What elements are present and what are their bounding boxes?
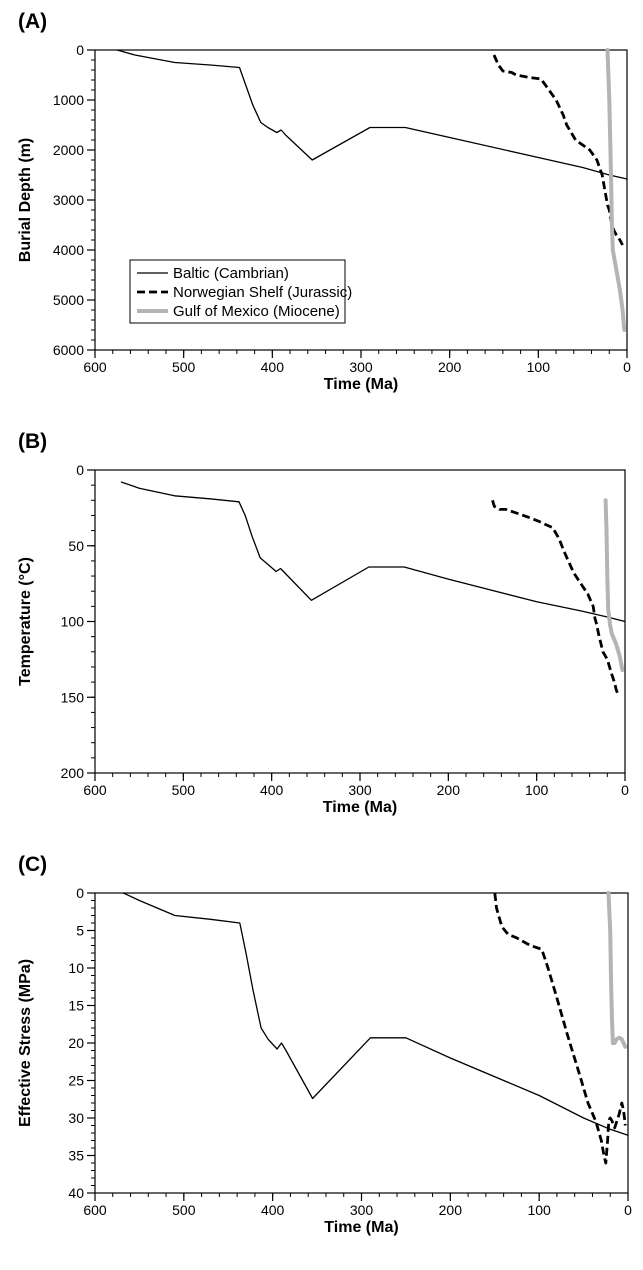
x-tick-label: 600 bbox=[83, 1202, 107, 1218]
series-line-0 bbox=[122, 892, 629, 1136]
y-tick-label: 6000 bbox=[53, 342, 84, 358]
chart-panel-2: (C) 600 500 400 300 200 100 0 0 5 10 15 20 25 30 35 40 Ti… bbox=[17, 853, 632, 1236]
y-tick-label: 5000 bbox=[53, 292, 84, 308]
x-tick-label: 600 bbox=[83, 359, 107, 375]
x-tick-label: 400 bbox=[261, 359, 285, 375]
y-tick-label: 0 bbox=[76, 462, 84, 478]
x-tick-label: 300 bbox=[349, 359, 373, 375]
y-tick-label: 4000 bbox=[53, 242, 84, 258]
y-tick-label: 200 bbox=[61, 765, 85, 781]
x-tick-label: 100 bbox=[527, 1202, 551, 1218]
x-tick-label: 100 bbox=[527, 359, 551, 375]
x-tick-label: 300 bbox=[348, 782, 372, 798]
y-axis-label: Burial Depth (m) bbox=[17, 138, 34, 262]
y-tick-label: 1000 bbox=[53, 92, 84, 108]
y-tick-label: 25 bbox=[68, 1073, 84, 1089]
x-tick-label: 200 bbox=[439, 1202, 463, 1218]
x-tick-label: 500 bbox=[172, 359, 196, 375]
y-tick-label: 150 bbox=[61, 689, 85, 705]
y-tick-label: 3000 bbox=[53, 192, 84, 208]
chart-panel-0: (A)600 500 400 300 200 100 0010002000300040005… bbox=[17, 10, 631, 393]
series-line-1 bbox=[493, 892, 627, 1165]
series-line-0 bbox=[120, 481, 626, 623]
x-axis-label: Time (Ma) bbox=[323, 799, 397, 816]
series-line-1 bbox=[491, 499, 620, 695]
y-tick-label: 0 bbox=[76, 885, 84, 901]
x-tick-label: 100 bbox=[525, 782, 549, 798]
x-tick-label: 0 bbox=[624, 1202, 632, 1218]
y-tick-label: 20 bbox=[68, 1035, 84, 1051]
y-tick-label: 5 bbox=[76, 923, 84, 939]
x-tick-label: 0 bbox=[623, 359, 631, 375]
panel-label: (B) bbox=[18, 430, 47, 453]
y-tick-label: 40 bbox=[68, 1185, 84, 1201]
y-axis-label: Temperature (°C) bbox=[17, 557, 34, 686]
legend-entry: Baltic (Cambrian) bbox=[173, 265, 289, 282]
series-line-2 bbox=[603, 498, 625, 672]
x-tick-label: 300 bbox=[350, 1202, 374, 1218]
x-tick-label: 600 bbox=[83, 782, 107, 798]
y-tick-label: 100 bbox=[61, 614, 85, 630]
y-tick-label: 50 bbox=[68, 538, 84, 554]
x-tick-label: 500 bbox=[172, 782, 196, 798]
x-tick-label: 400 bbox=[260, 782, 284, 798]
series-line-2 bbox=[605, 48, 627, 332]
x-tick-label: 500 bbox=[172, 1202, 196, 1218]
x-tick-label: 200 bbox=[438, 359, 462, 375]
x-tick-label: 400 bbox=[261, 1202, 285, 1218]
y-tick-label: 2000 bbox=[53, 142, 84, 158]
panel-label: (A) bbox=[18, 10, 47, 33]
x-tick-label: 0 bbox=[621, 782, 629, 798]
y-tick-label: 35 bbox=[68, 1148, 84, 1164]
series-line-2 bbox=[606, 891, 628, 1049]
legend-entry: Norwegian Shelf (Jurassic) bbox=[173, 284, 352, 301]
x-axis-label: Time (Ma) bbox=[324, 376, 398, 393]
y-tick-label: 30 bbox=[68, 1110, 84, 1126]
y-tick-label: 0 bbox=[76, 42, 84, 58]
x-tick-label: 200 bbox=[437, 782, 461, 798]
legend-entry: Gulf of Mexico (Miocene) bbox=[173, 303, 340, 320]
y-tick-label: 10 bbox=[68, 960, 84, 976]
plot-frame bbox=[94, 892, 629, 1194]
panel-label: (C) bbox=[18, 853, 47, 876]
y-tick-label: 15 bbox=[68, 998, 84, 1014]
chart-panel-1: (B) 600 500 400 300 200 100 0 0 50 100 150 200 Time (… bbox=[17, 430, 629, 816]
legend: Baltic (Cambrian) Norwegian Shelf (Jurass… bbox=[129, 259, 352, 324]
x-axis-label: Time (Ma) bbox=[324, 1219, 398, 1236]
y-axis-label: Effective Stress (MPa) bbox=[17, 959, 34, 1127]
plot-frame bbox=[94, 469, 626, 774]
series-line-1 bbox=[492, 54, 624, 246]
series-line-0 bbox=[116, 49, 628, 180]
